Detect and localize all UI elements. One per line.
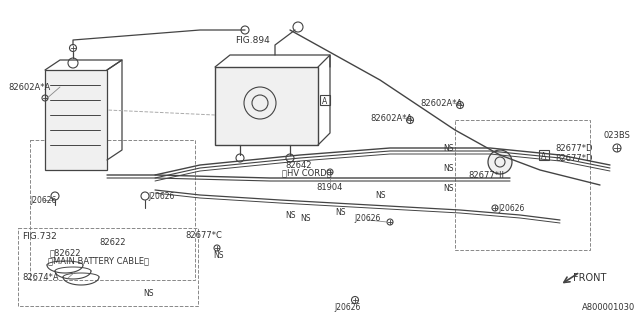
- Text: A800001030: A800001030: [582, 303, 635, 312]
- Text: 〈MAIN BATTERY CABLE〉: 〈MAIN BATTERY CABLE〉: [48, 256, 149, 265]
- Text: 82622: 82622: [100, 238, 126, 247]
- Text: 82602A*A: 82602A*A: [8, 83, 51, 92]
- Text: NS: NS: [285, 211, 295, 220]
- Text: 82674*A: 82674*A: [22, 274, 59, 283]
- Text: 〈82622: 〈82622: [50, 248, 81, 257]
- Text: NS: NS: [212, 251, 223, 260]
- Text: FIG.732: FIG.732: [22, 232, 57, 241]
- Text: 82677*C: 82677*C: [185, 230, 222, 239]
- Text: NS: NS: [143, 290, 153, 299]
- Bar: [320, 95, 330, 105]
- Text: J20626: J20626: [354, 213, 380, 222]
- Text: FIG.894: FIG.894: [235, 36, 269, 44]
- Text: A: A: [323, 97, 328, 106]
- Bar: [18, 228, 198, 306]
- Text: 82642: 82642: [285, 161, 312, 170]
- Bar: [539, 150, 549, 160]
- Text: NS: NS: [443, 164, 453, 172]
- Circle shape: [488, 150, 512, 174]
- Text: J20626: J20626: [30, 196, 56, 204]
- Text: A: A: [541, 151, 547, 161]
- Text: 82677*II: 82677*II: [468, 171, 504, 180]
- Text: 82602A*A: 82602A*A: [370, 114, 412, 123]
- Bar: [215, 67, 318, 145]
- Text: J20626: J20626: [148, 191, 174, 201]
- Text: 82602A*A: 82602A*A: [420, 99, 462, 108]
- Text: J20626: J20626: [335, 303, 361, 313]
- Text: NS: NS: [375, 190, 385, 199]
- Bar: [30, 140, 195, 280]
- Bar: [455, 120, 590, 250]
- Text: NS: NS: [335, 207, 345, 217]
- Text: 82677*D: 82677*D: [555, 154, 593, 163]
- Text: FRONT: FRONT: [573, 273, 606, 283]
- Text: 023BS: 023BS: [604, 131, 631, 140]
- Text: J20626: J20626: [498, 204, 524, 212]
- Text: NS: NS: [300, 213, 310, 222]
- Text: 〔HV CORD〕: 〔HV CORD〕: [282, 169, 332, 178]
- Text: NS: NS: [443, 143, 453, 153]
- Text: 82677*D: 82677*D: [555, 143, 593, 153]
- Text: 81904: 81904: [317, 183, 343, 192]
- Bar: [45, 70, 107, 170]
- Text: NS: NS: [443, 183, 453, 193]
